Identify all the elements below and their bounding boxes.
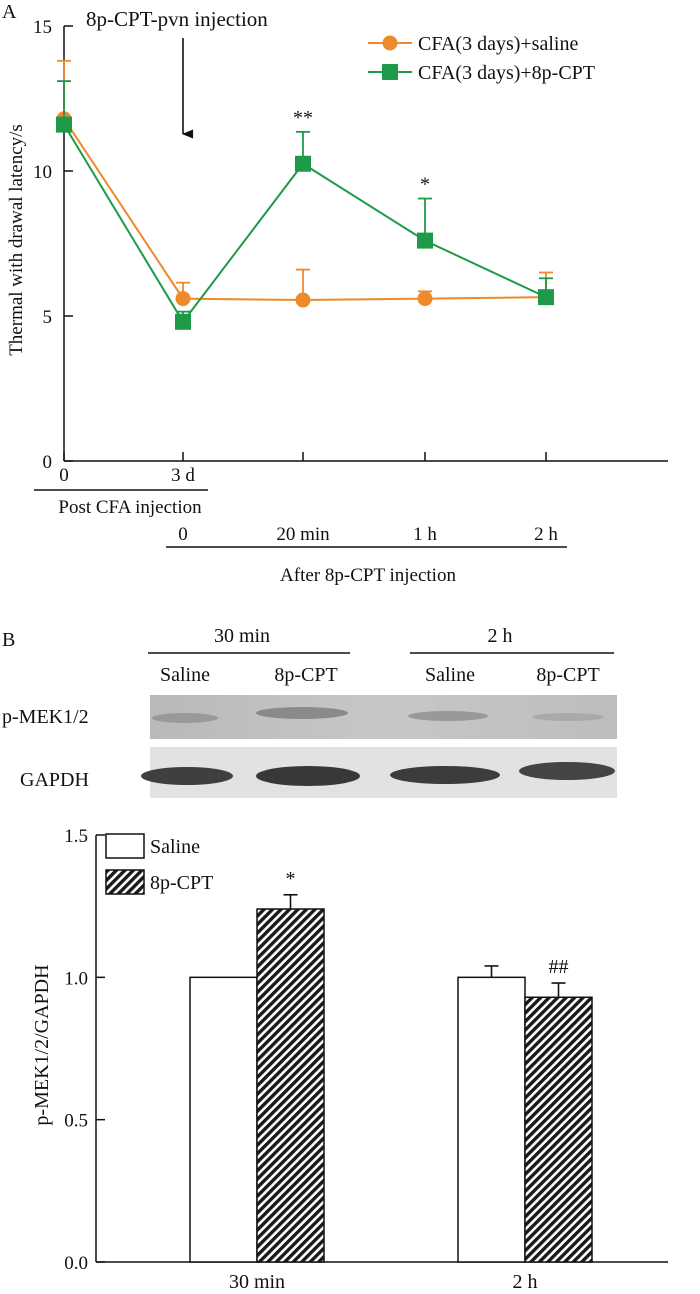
injection-annotation: 8p-CPT-pvn injection: [86, 7, 268, 31]
panel-a-y-tick-label: 15: [33, 17, 52, 38]
bar-group-30min: * 30 min: [189, 868, 325, 1293]
legend-label: CFA(3 days)+saline: [418, 33, 578, 55]
significance-mark: ##: [549, 956, 569, 978]
significance-mark: *: [286, 868, 296, 890]
legend-swatch: [105, 869, 145, 895]
legend-swatch: [105, 833, 145, 859]
bar-8p-cpt: [524, 996, 593, 1263]
blot-gapdh-strip: [141, 747, 617, 798]
legend-marker: [382, 64, 398, 80]
panel-b-legend: Saline 8p-CPT: [105, 833, 213, 895]
blot-time-30min: 30 min: [214, 625, 270, 647]
blot-row-label-gapdh: GAPDH: [20, 769, 89, 791]
data-point: [417, 232, 433, 249]
panel-a-y-tick-label: 0: [43, 452, 53, 473]
legend-marker: [382, 35, 398, 51]
series-line: [63, 118, 547, 302]
blot-lane-label-3: Saline: [425, 664, 475, 686]
series-line: [63, 124, 547, 324]
panel-b-blot: B 30 min 2 h Saline 8p-CPT Saline 8p-CPT…: [2, 625, 617, 798]
after-tick-1h: 1 h: [413, 524, 437, 545]
panel-a-y-tick-label: 5: [43, 307, 53, 328]
data-point: [175, 291, 191, 307]
after-tick-0: 0: [178, 524, 188, 545]
post-cfa-label: Post CFA injection: [58, 497, 202, 518]
after-tick-20min: 20 min: [276, 524, 330, 545]
post-cfa-tick-3d: 3 d: [171, 465, 195, 486]
category-label: 30 min: [229, 1271, 285, 1293]
significance-mark: **: [293, 107, 313, 129]
bar-8p-cpt: [256, 908, 325, 1263]
blot-pmek-strip: [150, 695, 617, 739]
panel-b-y-tick-label: 1.0: [64, 968, 88, 989]
panel-a-label: A: [2, 1, 17, 23]
bar-group-2h: ## 2 h: [457, 956, 593, 1293]
data-point: [295, 292, 311, 308]
panel-a-legend: CFA(3 days)+saline CFA(3 days)+8p-CPT: [368, 33, 595, 84]
post-cfa-tick-0: 0: [59, 465, 69, 486]
blot-lane-label-2: 8p-CPT: [274, 664, 337, 686]
blot-lane-label-1: Saline: [160, 664, 210, 686]
blot-time-2h: 2 h: [488, 625, 513, 647]
legend-label: Saline: [150, 836, 200, 858]
legend-label: CFA(3 days)+8p-CPT: [418, 62, 595, 84]
significance-mark: *: [420, 174, 430, 196]
data-point: [175, 313, 191, 330]
panel-b-y-tick-label: 0.5: [64, 1111, 88, 1132]
panel-b-label: B: [2, 629, 15, 651]
series-saline: [56, 59, 554, 308]
data-point: [538, 289, 554, 306]
data-point: [56, 116, 72, 133]
after-tick-2h: 2 h: [534, 524, 558, 545]
panel-b-bars: * 30 min ## 2 h: [189, 868, 593, 1293]
bar-saline: [457, 976, 526, 1263]
panel-b-y-tick-label: 0.0: [64, 1253, 88, 1274]
panel-a-axes: 0 5 10 15: [33, 17, 668, 473]
series-8p-cpt: ***: [56, 80, 554, 330]
panel-a-ylabel: Thermal with drawal latency/s: [6, 124, 27, 356]
data-point: [417, 291, 433, 307]
panel-b-ylabel: p-MEK1/2/GAPDH: [31, 964, 53, 1125]
panel-b-y-tick-label: 1.5: [64, 826, 88, 847]
panel-a-series: ***: [56, 59, 554, 330]
panel-b-chart: 0.0 0.5 1.0 1.5 * 30 min ## 2 h Saline 8p-CPT p…: [31, 826, 668, 1293]
category-label: 2 h: [513, 1271, 538, 1293]
blot-row-label-pmek: p-MEK1/2: [2, 706, 89, 728]
blot-lane-label-4: 8p-CPT: [536, 664, 599, 686]
legend-label: 8p-CPT: [150, 872, 213, 894]
data-point: [295, 155, 311, 172]
panel-a-y-tick-label: 10: [33, 162, 52, 183]
after-injection-label: After 8p-CPT injection: [280, 565, 456, 586]
bar-saline: [189, 976, 258, 1263]
